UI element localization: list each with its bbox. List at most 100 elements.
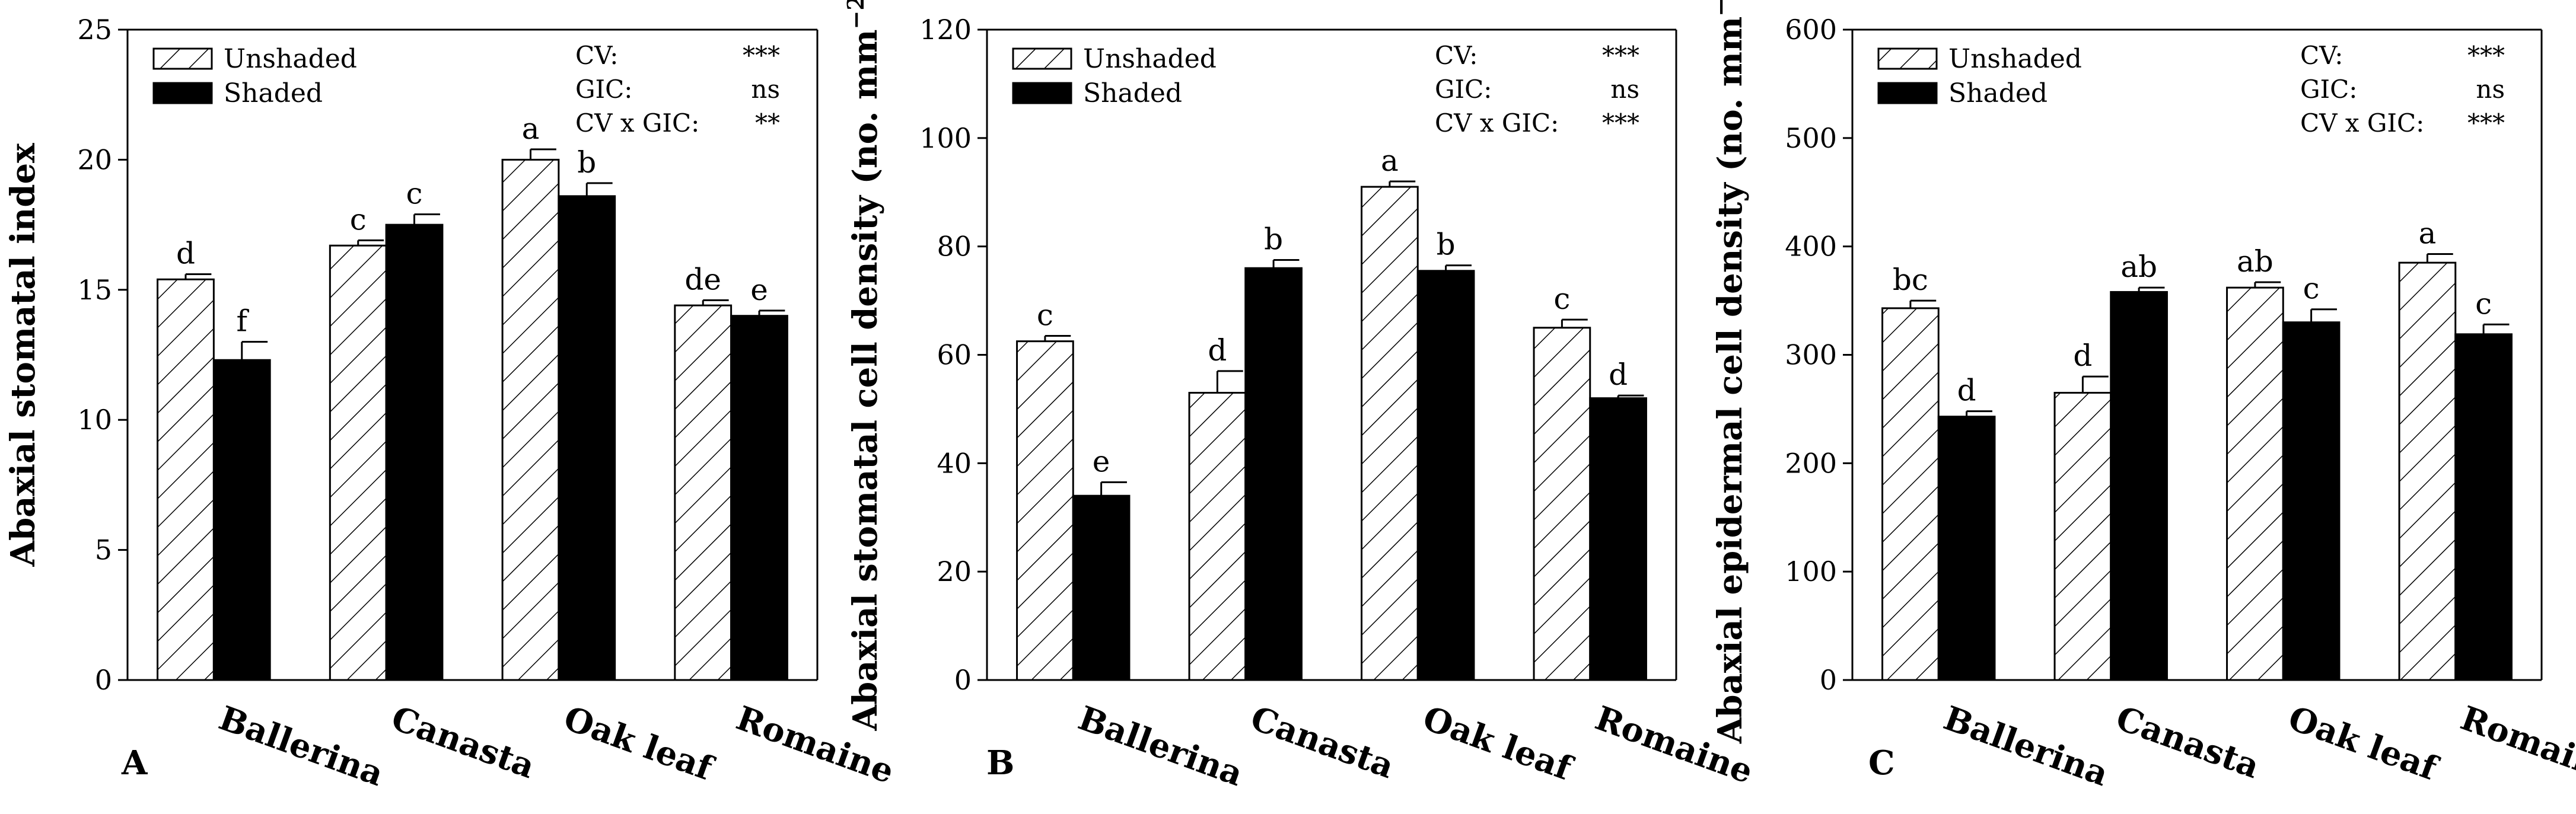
y-tick-label: 0 (954, 664, 972, 696)
significance-letter: c (350, 202, 367, 237)
y-tick-label: 100 (1785, 556, 1837, 588)
y-tick-label: 20 (77, 143, 112, 175)
stat-label: CV x GIC: (575, 108, 699, 138)
bar-unshaded-canasta (2053, 391, 2112, 681)
bar-shaded-romaine (1589, 397, 1647, 681)
stat-value: *** (2467, 108, 2505, 138)
stat-value: *** (1602, 41, 1639, 70)
legend-label-unshaded: Unshaded (1083, 44, 1217, 74)
legend-swatch-shaded (152, 82, 213, 104)
y-tick-label: 200 (1785, 447, 1837, 479)
significance-letter: de (684, 262, 721, 296)
chart-panel-c: 0 100 200 300 400 500 600 Abaxial epidermal cel… (1707, 0, 2576, 794)
significance-letter: d (1609, 357, 1628, 392)
y-tick-label: 15 (77, 274, 112, 306)
bar-unshaded-oak-leaf (501, 158, 560, 681)
bar-shaded-canasta (385, 224, 444, 681)
significance-letter: e (750, 273, 768, 307)
y-tick-label: 80 (937, 231, 972, 263)
significance-letter: c (2303, 272, 2320, 306)
bar-unshaded-oak-leaf (1361, 186, 1419, 681)
chart-panel-a: 0 5 10 15 20 25 Abaxial stomatal index d f Baller… (4, 14, 899, 794)
significance-letter: d (176, 236, 195, 270)
significance-letter: b (1437, 228, 1456, 262)
legend-label-unshaded: Unshaded (224, 44, 357, 74)
bar-unshaded-ballerina (1881, 307, 1940, 681)
y-axis-title-superscript: −2 (842, 0, 869, 29)
y-tick-label: 120 (919, 14, 972, 46)
bar-shaded-canasta (2110, 291, 2168, 681)
significance-letter: d (2073, 339, 2092, 373)
x-category-label: Ballerina (214, 698, 389, 794)
bar-unshaded-romaine (674, 304, 733, 681)
y-tick-label: 60 (937, 339, 972, 371)
stat-label: CV: (575, 41, 618, 70)
stat-label: GIC: (2300, 75, 2357, 104)
bar-shaded-oak-leaf (2282, 321, 2341, 681)
significance-letter: d (1208, 333, 1227, 368)
y-tick-label: 40 (937, 447, 972, 479)
significance-letter: d (1957, 374, 1976, 408)
y-tick-label: 500 (1785, 122, 1837, 154)
y-tick-label: 25 (77, 14, 112, 46)
significance-letter: c (1037, 298, 1053, 333)
bar-unshaded-ballerina (1016, 340, 1074, 681)
stat-value: *** (2467, 41, 2505, 70)
significance-letter: ab (2120, 250, 2157, 284)
stat-value: *** (743, 41, 780, 70)
x-category-label: Romaine (2456, 698, 2576, 791)
significance-letter: bc (1893, 263, 1928, 297)
bar-shaded-oak-leaf (558, 195, 616, 681)
x-category-label: Ballerina (1073, 698, 1248, 794)
significance-letter: a (1381, 143, 1399, 178)
y-axis-title: Abaxial stomatal cell density (no. mm−2) (842, 0, 885, 731)
legend-swatch-unshaded (1877, 47, 1938, 70)
x-category-label: Oak leaf (1418, 698, 1578, 789)
bar-unshaded-romaine (2398, 261, 2457, 681)
panel-letter: B (986, 743, 1014, 783)
y-tick-label: 300 (1785, 339, 1837, 371)
x-category-label: Canasta (1246, 698, 1399, 786)
y-tick-label: 5 (95, 534, 112, 566)
legend-swatch-unshaded (152, 47, 213, 70)
legend-swatch-unshaded (1012, 47, 1072, 70)
y-tick-label: 10 (77, 404, 112, 436)
legend-label-shaded: Shaded (1948, 78, 2048, 108)
significance-letter: c (1553, 282, 1570, 316)
bar-unshaded-canasta (329, 244, 387, 681)
bar-shaded-ballerina (1072, 494, 1131, 681)
significance-letter: f (237, 304, 250, 339)
legend-swatch-shaded (1877, 82, 1938, 104)
panel-letter: A (121, 743, 148, 783)
x-category-label: Oak leaf (559, 698, 719, 789)
stat-value: ** (755, 108, 780, 138)
bar-unshaded-oak-leaf (2226, 286, 2284, 681)
y-axis-title-superscript: −2 (1707, 0, 1734, 17)
stat-label: CV: (1435, 41, 1478, 70)
y-tick-label: 600 (1785, 14, 1837, 46)
stat-value: ns (751, 75, 780, 104)
y-tick-label: 20 (937, 556, 972, 588)
bar-shaded-canasta (1244, 267, 1303, 681)
stat-label: CV: (2300, 41, 2343, 70)
bar-shaded-romaine (2454, 333, 2513, 681)
chart-panel-b: 0 20 40 60 80 100 120 Abaxial stomatal cell den… (842, 0, 1758, 794)
x-category-label: Canasta (2111, 698, 2265, 786)
significance-letter: ab (2237, 244, 2273, 279)
y-tick-label: 0 (95, 664, 112, 696)
stat-label: GIC: (1435, 75, 1492, 104)
bar-unshaded-romaine (1533, 327, 1591, 681)
y-axis-title: Abaxial stomatal index (4, 143, 43, 567)
significance-letter: c (406, 177, 423, 211)
bar-shaded-ballerina (212, 359, 271, 681)
y-axis-title: Abaxial epidermal cell density (no. mm−2… (1707, 0, 1750, 744)
stat-value: ns (2476, 75, 2505, 104)
significance-letter: c (2475, 286, 2492, 321)
significance-letter: b (577, 145, 596, 180)
significance-letter: b (1264, 222, 1283, 257)
x-category-label: Ballerina (1938, 698, 2113, 794)
significance-letter: e (1093, 444, 1110, 478)
stat-label: GIC: (575, 75, 632, 104)
stat-label: CV x GIC: (1435, 108, 1559, 138)
